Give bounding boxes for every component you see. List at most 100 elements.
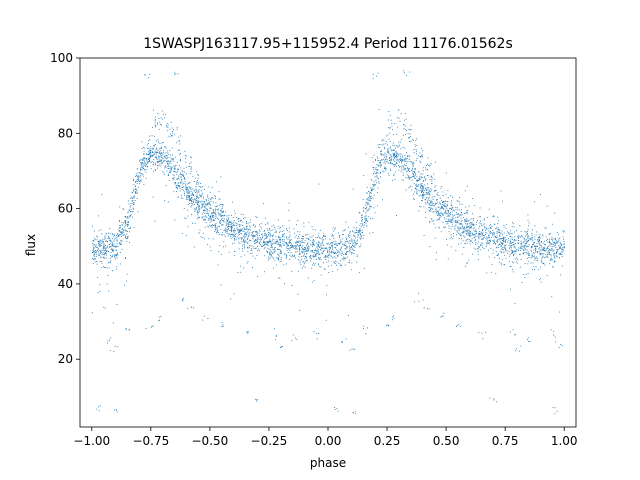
data-point	[168, 167, 170, 169]
data-point	[189, 198, 191, 199]
data-point	[191, 201, 192, 203]
data-point	[315, 254, 317, 255]
data-point	[418, 179, 420, 181]
data-point	[421, 191, 423, 193]
data-point	[158, 118, 160, 119]
data-point	[308, 239, 310, 240]
data-point	[563, 247, 565, 248]
outlier-point	[365, 333, 367, 335]
data-point	[298, 270, 299, 272]
data-point	[395, 155, 397, 157]
y-tick-label: 40	[58, 277, 73, 291]
data-point	[255, 240, 256, 242]
data-point	[356, 256, 358, 257]
data-point	[414, 178, 416, 179]
data-point	[336, 264, 337, 266]
data-point	[423, 192, 424, 194]
data-point	[291, 247, 293, 248]
data-point	[157, 113, 159, 114]
data-point	[247, 246, 249, 248]
data-point	[301, 267, 303, 269]
data-point	[497, 223, 499, 224]
data-point	[164, 200, 166, 202]
data-point	[465, 220, 467, 222]
data-point	[180, 176, 182, 178]
data-point	[316, 246, 318, 248]
data-point	[96, 261, 98, 263]
data-point	[531, 229, 533, 231]
data-point	[191, 188, 193, 190]
data-point	[550, 253, 552, 255]
data-point	[170, 160, 172, 162]
data-point	[116, 266, 118, 268]
data-point	[251, 232, 253, 234]
data-point	[466, 229, 468, 231]
data-point	[157, 167, 158, 169]
data-point	[287, 252, 289, 253]
data-point	[349, 235, 351, 236]
data-point	[270, 241, 272, 243]
data-point	[535, 266, 537, 268]
data-point	[240, 224, 242, 226]
data-point	[401, 167, 403, 169]
data-point	[539, 234, 541, 236]
data-point	[449, 221, 451, 222]
data-point	[547, 253, 549, 255]
data-point	[250, 219, 251, 221]
data-point	[133, 183, 135, 185]
data-point	[377, 177, 379, 179]
data-point	[204, 203, 206, 205]
data-point	[269, 229, 270, 231]
data-point	[338, 263, 340, 264]
data-point	[124, 220, 125, 222]
data-point	[119, 242, 121, 244]
data-point	[305, 257, 307, 259]
data-point	[192, 198, 194, 200]
data-point	[435, 161, 436, 163]
data-point	[188, 197, 190, 198]
data-point	[394, 156, 396, 157]
data-point	[197, 214, 199, 216]
outlier-point	[159, 319, 160, 321]
data-point	[444, 203, 446, 204]
data-point	[400, 160, 401, 161]
data-point	[279, 249, 281, 251]
data-point	[198, 197, 200, 199]
data-point	[376, 169, 378, 170]
data-point	[510, 245, 512, 247]
data-point	[514, 236, 516, 238]
data-point	[210, 225, 212, 226]
data-point	[286, 247, 288, 249]
data-point	[154, 119, 156, 121]
data-point	[517, 237, 519, 239]
data-point	[428, 198, 429, 200]
data-point	[304, 266, 306, 268]
outlier-point	[529, 341, 531, 342]
data-point	[123, 231, 125, 233]
data-point	[538, 247, 540, 249]
data-point	[452, 196, 453, 198]
data-point	[448, 227, 450, 229]
data-point	[190, 156, 191, 158]
data-point	[120, 234, 122, 236]
data-point	[274, 247, 276, 249]
data-point	[131, 191, 133, 193]
data-point	[194, 209, 196, 211]
data-point	[108, 244, 110, 245]
data-point	[136, 180, 138, 182]
data-point	[555, 255, 557, 257]
data-point	[213, 210, 215, 212]
data-point	[425, 169, 427, 171]
data-point	[291, 244, 293, 246]
data-point	[563, 247, 565, 249]
data-point	[220, 210, 222, 211]
data-point	[125, 216, 127, 217]
data-point	[475, 242, 477, 243]
outlier-point	[151, 326, 152, 328]
data-point	[224, 215, 226, 216]
data-point	[499, 231, 501, 233]
data-point	[160, 153, 162, 155]
data-point	[365, 222, 367, 224]
data-point	[437, 212, 439, 214]
data-point	[359, 224, 361, 226]
